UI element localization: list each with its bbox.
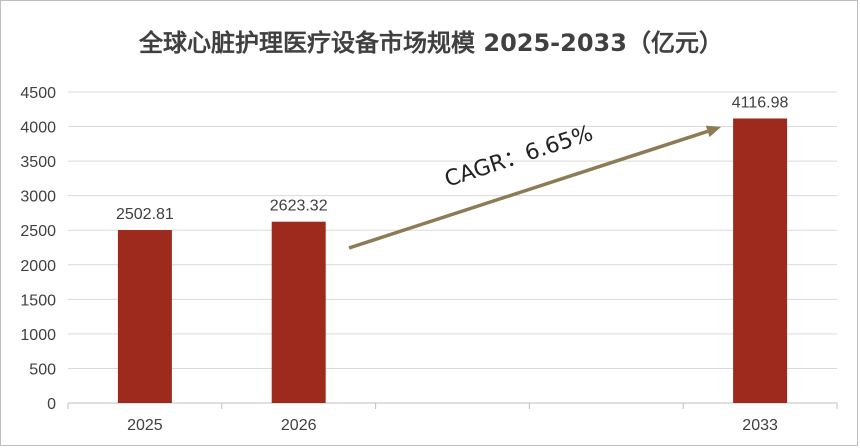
bar — [271, 221, 326, 403]
cagr-arrow-line — [348, 129, 709, 250]
chart-title: 全球心脏护理医疗设备市场规模 2025-2033（亿元） — [139, 29, 723, 57]
bar — [117, 230, 172, 403]
y-tick-label: 0 — [47, 396, 56, 413]
x-tick-label: 2033 — [742, 417, 778, 434]
y-tick-label: 4000 — [20, 120, 56, 137]
y-tick-label: 1500 — [20, 292, 56, 309]
x-tick-label: 2026 — [281, 417, 317, 434]
data-label: 2502.81 — [116, 206, 174, 223]
data-label: 4116.98 — [732, 94, 789, 111]
y-tick-label: 500 — [29, 361, 56, 378]
cagr-annotation: CAGR：6.65% — [442, 121, 596, 192]
cagr-arrow-head — [705, 125, 721, 138]
y-tick-label: 2000 — [20, 258, 56, 275]
y-tick-label: 4500 — [20, 85, 56, 102]
y-tick-label: 3000 — [20, 189, 56, 206]
y-tick-label: 3500 — [20, 154, 56, 171]
bar — [733, 118, 788, 403]
y-tick-label: 2500 — [20, 223, 56, 240]
data-label: 2623.32 — [270, 198, 328, 215]
y-tick-label: 1000 — [20, 327, 56, 344]
x-tick-label: 2025 — [127, 417, 163, 434]
